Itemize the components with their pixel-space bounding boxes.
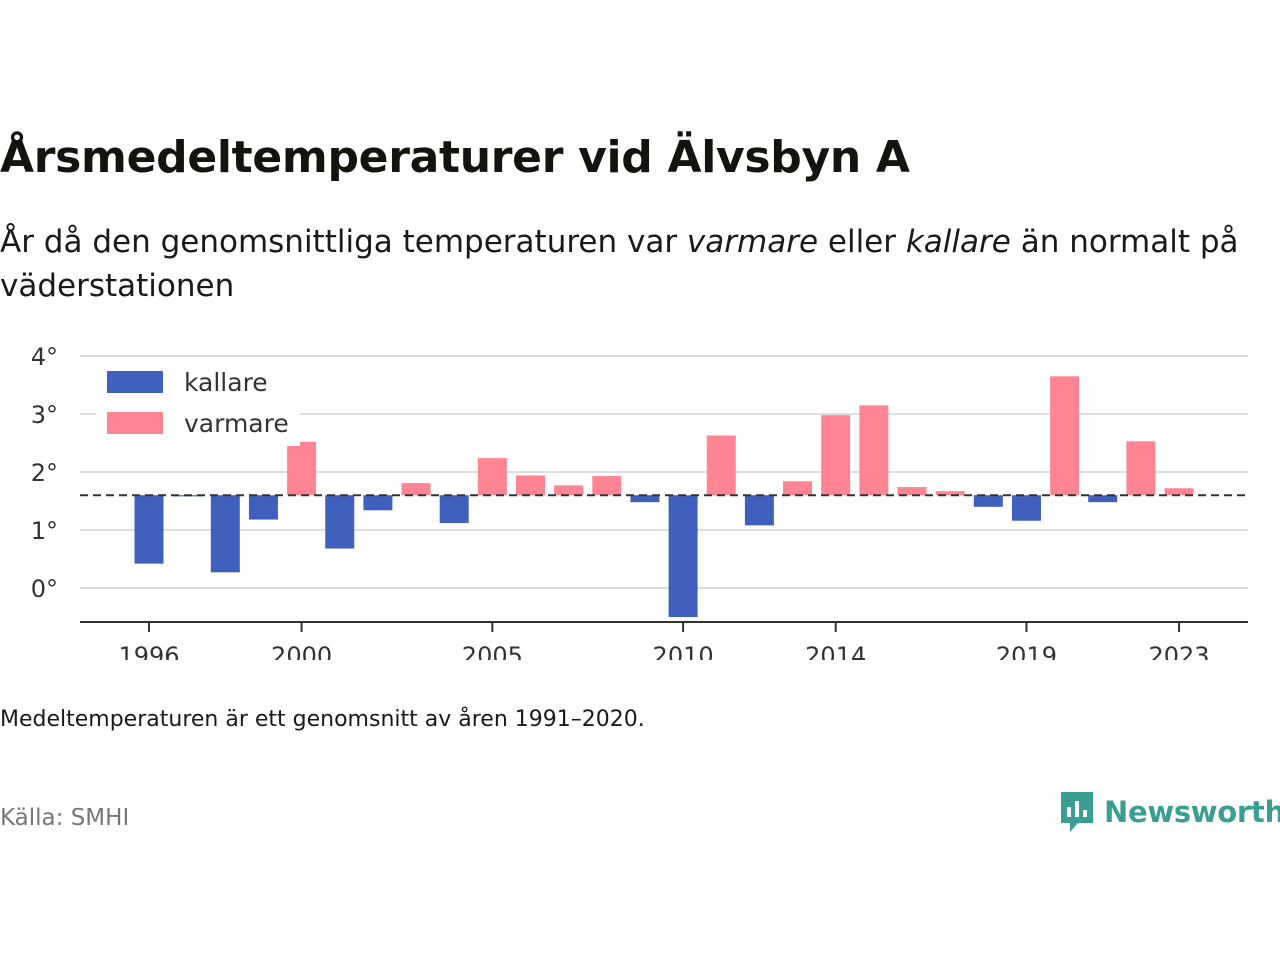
bar-2005: [477, 458, 507, 496]
bar-1996: [134, 495, 164, 564]
bar-2010: [668, 495, 698, 617]
bar-2018: [973, 495, 1003, 507]
chart-title: Årsmedeltemperaturer vid Älvsbyn A: [0, 132, 910, 183]
x-tick-label: 2014: [805, 642, 866, 660]
legend-label-varmare: varmare: [184, 409, 289, 438]
x-axis-ticks: 1996 2000 2005 2010 2014 2019 2023: [118, 622, 1210, 660]
bar-2011: [706, 435, 736, 496]
y-tick-label: 2°: [31, 459, 58, 487]
legend-label-kallare: kallare: [184, 368, 268, 397]
bar-2022: [1126, 441, 1156, 496]
bar-2019: [1011, 495, 1041, 521]
brand-name: Newsworthy: [1104, 795, 1280, 829]
bar-2013: [783, 481, 813, 496]
newsworthy-logo-icon: [1061, 792, 1093, 832]
bar-1999: [248, 495, 278, 520]
bar-2021: [1088, 495, 1118, 503]
y-tick-label: 1°: [31, 517, 58, 545]
y-axis-ticks: 0° 1° 2° 3° 4°: [31, 343, 58, 603]
bar-1998: [210, 495, 240, 573]
bar-2020: [1050, 376, 1080, 496]
x-tick-label: 2005: [462, 642, 523, 660]
subtitle-text-middle: eller: [818, 224, 906, 260]
bar-2023: [1164, 488, 1194, 496]
legend: kallare varmare: [96, 358, 300, 446]
subtitle-text-start: År då den genomsnittliga temperaturen va…: [0, 224, 687, 260]
bar-2007: [554, 485, 584, 496]
footnote: Medeltemperaturen är ett genomsnitt av å…: [0, 707, 645, 732]
y-tick-label: 0°: [31, 575, 58, 603]
subtitle-cold-word: kallare: [905, 224, 1011, 260]
bar-chart: 0°1°2°3°4° 1996 2000 2005 2010 2014 2019 2023 …: [31, 343, 1248, 660]
x-tick-label: 2023: [1149, 642, 1210, 660]
bar-2017: [935, 491, 965, 496]
subtitle-text-end: än normalt på väderstationen: [0, 224, 1239, 304]
bar-2015: [859, 405, 889, 496]
bar-2016: [897, 487, 927, 496]
source-label: Källa: SMHI: [0, 805, 130, 831]
bars: [134, 376, 1194, 617]
bar-2006: [516, 475, 545, 496]
bar-2014: [821, 415, 851, 496]
bar-2008: [592, 476, 622, 496]
bar-2009: [630, 495, 660, 503]
subtitle-warm-word: varmare: [686, 224, 819, 260]
bar-2000: [287, 441, 317, 496]
bar-2002: [363, 495, 393, 511]
x-tick-label: 2019: [996, 642, 1057, 660]
x-tick-label: 1996: [118, 642, 179, 660]
bar-2001: [325, 495, 355, 549]
bar-2012: [744, 495, 774, 526]
y-tick-label: 3°: [31, 401, 58, 429]
legend-swatch-kallare: [107, 371, 163, 393]
brand-logo: Newsworthy: [1058, 790, 1280, 834]
y-tick-label: 4°: [31, 343, 58, 371]
x-tick-label: 2000: [271, 642, 332, 660]
x-tick-label: 2010: [653, 642, 714, 660]
chart-subtitle: År då den genomsnittliga temperaturen va…: [0, 220, 1270, 308]
bar-2004: [439, 495, 469, 524]
legend-swatch-varmare: [107, 412, 163, 434]
bar-2003: [401, 483, 431, 496]
